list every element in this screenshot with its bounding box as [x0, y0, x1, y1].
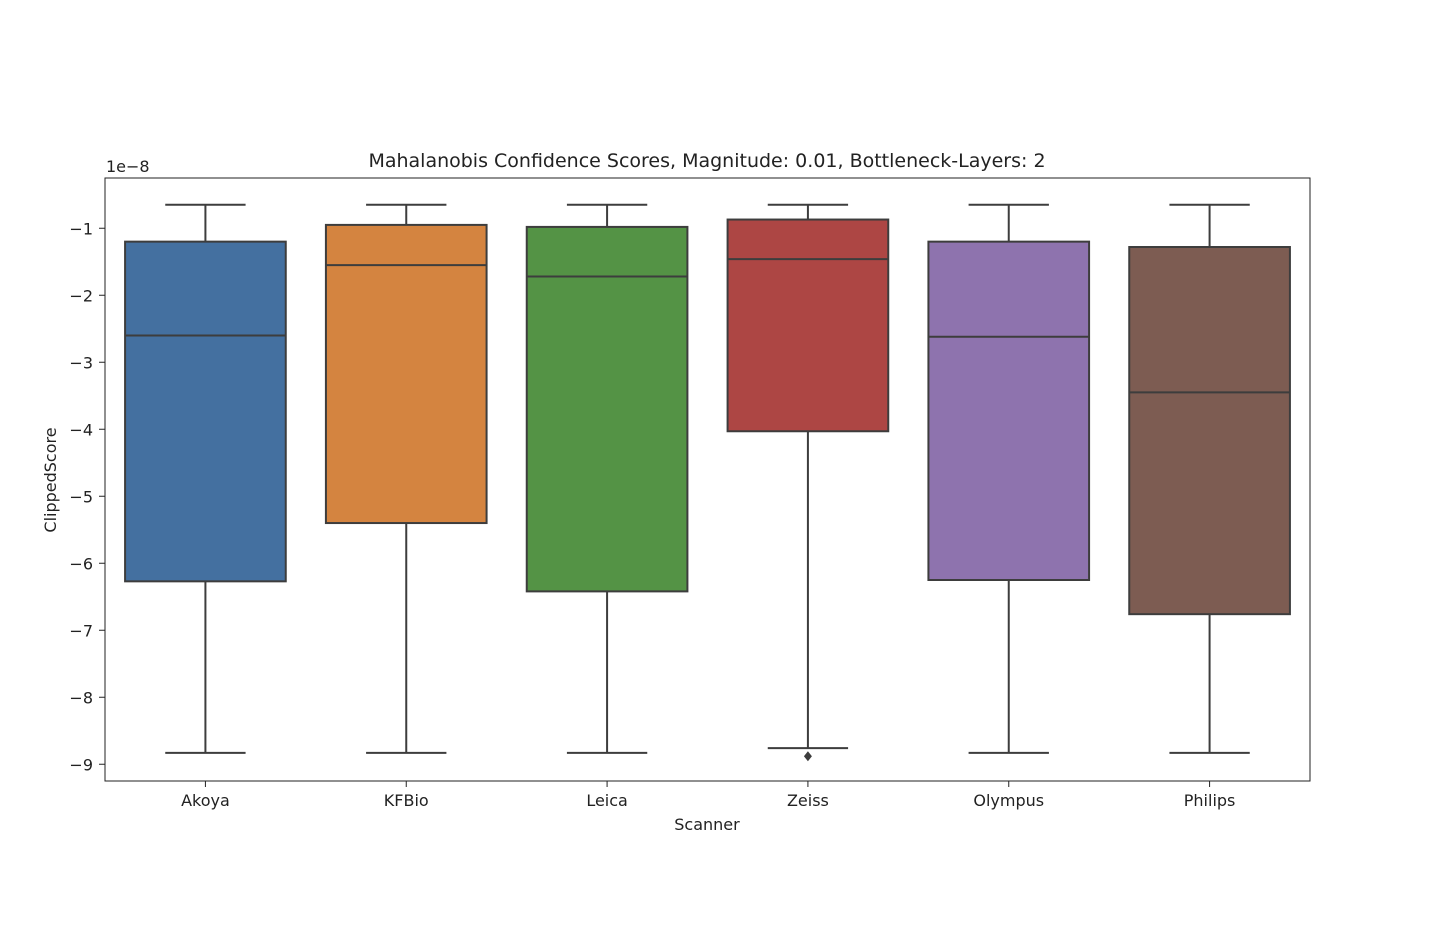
- axes-frame: [104, 177, 1311, 782]
- x-tick-label-philips: Philips: [1184, 791, 1236, 810]
- y-tick-label: −5: [69, 487, 93, 506]
- x-tick-label-leica: Leica: [586, 791, 628, 810]
- box-group-philips: [1128, 203, 1291, 754]
- box-group-akoya: [124, 203, 287, 754]
- y-tick-label: −9: [69, 755, 93, 774]
- box-group-kfbio: [324, 203, 488, 754]
- y-tick-label: −8: [69, 688, 93, 707]
- y-tick-label: −2: [69, 286, 93, 305]
- x-axis-ticks: Akoya KFBio Leica Zeiss Olympus Philips: [181, 781, 1235, 810]
- box-group-zeiss: [726, 203, 890, 762]
- box-group-leica: [525, 203, 689, 754]
- y-tick-label: −3: [69, 353, 93, 372]
- box-kfbio: [324, 223, 488, 525]
- x-tick-label-zeiss: Zeiss: [787, 791, 829, 810]
- y-axis-label: ClippedScore: [41, 427, 60, 532]
- x-axis-label: Scanner: [674, 815, 740, 834]
- y-tick-label: −6: [69, 554, 93, 573]
- y-tick-label: −4: [69, 420, 93, 439]
- y-tick-label: −7: [69, 621, 93, 640]
- box-akoya: [124, 240, 287, 583]
- y-axis-ticks: −1 −2 −3 −4 −5 −6 −7 −8 −9: [69, 219, 105, 774]
- box-philips: [1128, 246, 1291, 616]
- x-tick-label-kfbio: KFBio: [384, 791, 429, 810]
- plot-area: [124, 203, 1291, 762]
- outlier-point: [803, 751, 812, 762]
- y-offset-label: 1e−8: [106, 157, 150, 176]
- box-group-olympus: [927, 203, 1091, 754]
- box-leica: [525, 225, 689, 593]
- chart-title: Mahalanobis Confidence Scores, Magnitude…: [368, 150, 1045, 172]
- box-zeiss: [726, 218, 890, 433]
- x-tick-label-akoya: Akoya: [181, 791, 230, 810]
- x-tick-label-olympus: Olympus: [973, 791, 1044, 810]
- y-tick-label: −1: [69, 219, 93, 238]
- box-olympus: [927, 240, 1091, 581]
